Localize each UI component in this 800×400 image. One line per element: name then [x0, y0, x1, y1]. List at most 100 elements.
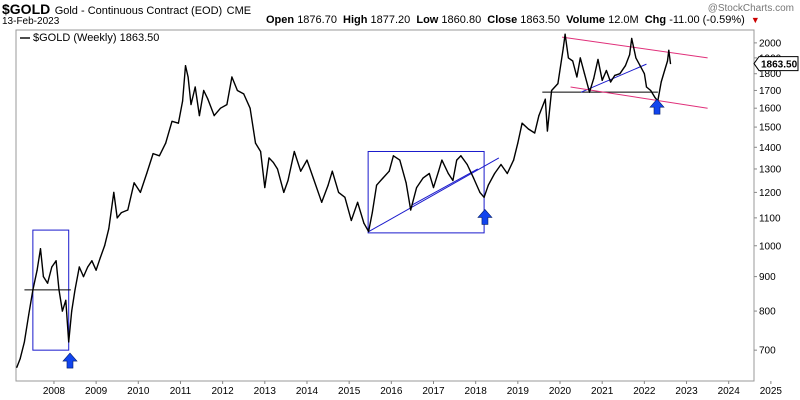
price-point: [99, 257, 101, 259]
price-point: [601, 79, 603, 81]
x-tick-label: 2014: [296, 386, 319, 397]
price-point: [494, 172, 496, 175]
x-tick-label: 2010: [127, 386, 150, 397]
price-point: [51, 266, 53, 268]
price-point: [344, 196, 346, 198]
price-point: [557, 83, 559, 85]
price-point: [487, 184, 489, 186]
y-tick-label: 1800: [759, 69, 782, 80]
up-arrow-marker: [62, 352, 78, 369]
price-point: [405, 182, 407, 184]
price-point: [194, 86, 196, 88]
chg-down-icon: ▼: [750, 15, 760, 25]
y-tick-label: 1300: [759, 164, 782, 175]
x-tick-label: 2011: [170, 386, 192, 397]
price-point: [283, 191, 285, 193]
x-tick-label: 2017: [422, 386, 445, 397]
price-point: [103, 245, 106, 247]
chg-label: Chg: [644, 14, 667, 26]
price-point: [350, 219, 352, 222]
price-point: [74, 289, 76, 291]
x-tick-label: 2020: [549, 386, 572, 397]
price-point: [356, 201, 359, 203]
price-point: [500, 163, 502, 166]
price-point: [231, 76, 233, 78]
price-point: [456, 159, 458, 161]
price-point: [39, 248, 42, 250]
x-tick-label: 2015: [338, 386, 361, 397]
high-label: High: [343, 14, 368, 26]
price-point: [95, 269, 97, 271]
price-point: [268, 157, 270, 159]
volume-value: 12.0M: [608, 14, 639, 26]
price-point: [272, 161, 274, 163]
price-point: [576, 76, 578, 78]
price-point: [177, 122, 179, 124]
price-point: [207, 98, 209, 100]
legend-label: $GOLD (Weekly) 1863.50: [33, 32, 159, 44]
x-tick-label: 2012: [212, 386, 235, 397]
price-point: [91, 260, 93, 262]
price-point: [479, 191, 481, 193]
price-point: [663, 69, 666, 72]
price-point: [447, 172, 449, 175]
price-point: [428, 172, 430, 175]
price-point: [388, 170, 390, 172]
description-label: Gold - Continuous Contract (EOD): [54, 5, 223, 17]
symbol-label: $GOLD: [2, 1, 51, 17]
x-tick-label: 2008: [43, 386, 66, 397]
price-point: [534, 132, 536, 134]
price-point: [42, 276, 45, 278]
x-tick-label: 2013: [254, 386, 277, 397]
price-point: [120, 211, 123, 214]
price-point: [628, 54, 631, 56]
x-tick-label: 2023: [675, 386, 698, 397]
price-point: [226, 103, 228, 106]
y-tick-label: 700: [759, 346, 776, 357]
price-point: [669, 62, 672, 65]
price-point: [23, 341, 26, 343]
price-point: [544, 98, 546, 100]
y-tick-label: 1600: [759, 104, 782, 115]
price-point: [331, 170, 333, 172]
price-point: [236, 89, 238, 92]
price-point: [47, 282, 49, 284]
price-point: [610, 81, 612, 83]
price-point: [259, 150, 262, 153]
price-point: [338, 191, 340, 193]
price-point: [382, 177, 384, 179]
price-point: [203, 89, 205, 92]
price-point: [19, 358, 21, 360]
price-point: [127, 209, 129, 211]
price-point: [190, 103, 192, 106]
y-tick-label: 1400: [759, 143, 782, 154]
x-tick-label: 2024: [718, 386, 741, 397]
price-point: [452, 179, 454, 182]
price-point: [506, 172, 508, 175]
price-point: [249, 107, 251, 109]
price-point: [61, 310, 63, 312]
price-point: [108, 228, 110, 230]
price-point: [597, 58, 599, 61]
price-point: [635, 57, 637, 59]
price-point: [276, 168, 279, 170]
open-label: Open: [266, 14, 295, 26]
price-point: [321, 201, 323, 203]
price-point: [546, 130, 548, 132]
price-point: [392, 155, 395, 157]
watermark-text: @StockCharts.com: [707, 3, 794, 14]
price-point: [243, 93, 245, 95]
x-tick-label: 2018: [465, 386, 488, 397]
price-point: [562, 46, 564, 48]
price-point: [171, 120, 173, 122]
price-point: [643, 73, 645, 75]
price-point: [460, 155, 462, 157]
price-point: [198, 115, 201, 117]
price-point: [521, 122, 523, 124]
x-tick-label: 2025: [760, 386, 783, 397]
price-point: [666, 60, 669, 62]
y-tick-label: 1500: [759, 123, 782, 134]
price-point: [113, 191, 115, 193]
price-point: [619, 73, 621, 75]
channel-line: [570, 86, 708, 109]
